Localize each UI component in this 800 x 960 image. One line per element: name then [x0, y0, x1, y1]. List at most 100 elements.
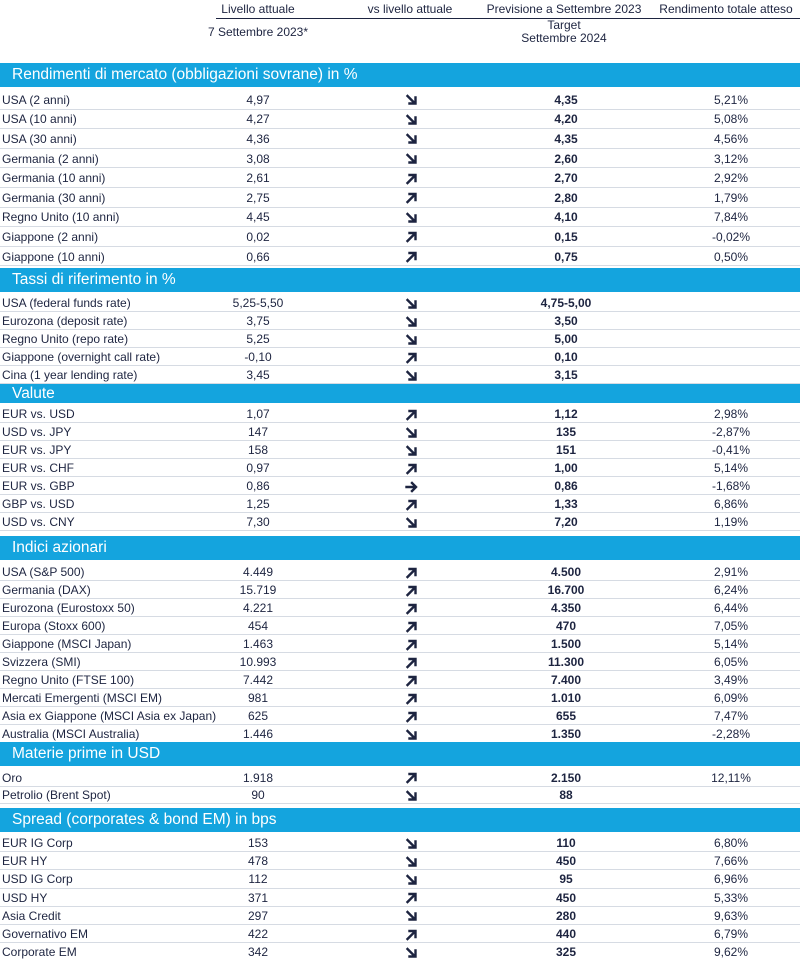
- row-label: USA (30 anni): [2, 131, 77, 146]
- current-value: 478: [247, 854, 269, 869]
- trend-up-arrow-icon: [400, 653, 422, 671]
- trend-up-arrow-icon: [400, 405, 422, 423]
- current-value: 5,25: [246, 332, 270, 346]
- target-value: 88: [559, 788, 573, 803]
- trend-up-arrow-icon: [400, 459, 422, 477]
- table-row: Europa (Stoxx 600) 454 470 7,05%: [0, 617, 800, 635]
- target-value: 0,86: [554, 479, 578, 493]
- expected-return: 5,08%: [713, 112, 749, 127]
- section-header: Rendimenti di mercato (obbligazioni sovr…: [0, 63, 800, 87]
- expected-return: 6,80%: [713, 836, 749, 851]
- row-label: Svizzera (SMI): [2, 655, 81, 669]
- section-header: Spread (corporates & bond EM) in bps: [0, 808, 800, 832]
- expected-return: 7,66%: [713, 854, 749, 869]
- current-value: 4.221: [242, 601, 274, 615]
- row-label: USA (S&P 500): [2, 565, 85, 579]
- current-value: 342: [247, 945, 269, 960]
- row-label: Governativo EM: [2, 927, 89, 942]
- target-value: 1.500: [550, 637, 582, 651]
- target-value: 325: [555, 945, 577, 960]
- table-row: USD vs. CNY 7,30 7,20 1,19%: [0, 513, 800, 531]
- row-label: Asia Credit: [2, 908, 61, 923]
- table-row: Petrolio (Brent Spot) 90 88: [0, 787, 800, 804]
- table-row: Germania (2 anni) 3,08 2,60 3,12%: [0, 149, 800, 169]
- row-separator: [0, 440, 800, 441]
- trend-down-arrow-icon: [400, 149, 422, 169]
- trend-up-arrow-icon: [400, 671, 422, 689]
- target-value: 4,35: [554, 92, 578, 107]
- expected-return: 5,14%: [713, 461, 749, 475]
- header-rule: [216, 18, 800, 19]
- row-separator: [0, 494, 800, 495]
- row-label: Regno Unito (10 anni): [2, 210, 120, 225]
- expected-return: 3,12%: [713, 151, 749, 166]
- expected-return: 5,33%: [713, 890, 749, 905]
- row-label: USD IG Corp: [2, 872, 73, 887]
- current-value: 3,08: [246, 151, 270, 166]
- target-value: 16.700: [547, 583, 585, 597]
- target-value: 7,20: [554, 515, 578, 529]
- table-row: Regno Unito (FTSE 100) 7.442 7.400 3,49%: [0, 671, 800, 689]
- table-row: EUR vs. CHF 0,97 1,00 5,14%: [0, 459, 800, 477]
- trend-up-arrow-icon: [400, 707, 422, 725]
- row-separator: [0, 186, 800, 188]
- trend-up-arrow-icon: [400, 617, 422, 635]
- current-value: 90: [251, 788, 265, 803]
- expected-return: 6,24%: [713, 583, 749, 597]
- target-value: 5,00: [554, 332, 578, 346]
- current-value: 158: [247, 443, 269, 457]
- trend-up-arrow-icon: [400, 247, 422, 267]
- expected-return: 7,84%: [713, 210, 749, 225]
- table-row: Asia Credit 297 280 9,63%: [0, 907, 800, 925]
- trend-up-arrow-icon: [400, 495, 422, 513]
- trend-down-arrow-icon: [400, 852, 422, 870]
- row-label: USA (10 anni): [2, 112, 77, 127]
- target-value: 4,20: [554, 112, 578, 127]
- row-label: Australia (MSCI Australia): [2, 727, 140, 741]
- target-value: 2,80: [554, 190, 578, 205]
- col-forecast-header: Previsione a Settembre 2023: [486, 2, 642, 16]
- table-row: USA (S&P 500) 4.449 4.500 2,91%: [0, 563, 800, 581]
- current-value: 0,66: [246, 249, 270, 264]
- trend-up-arrow-icon: [400, 889, 422, 907]
- target-value: 1,33: [554, 497, 578, 511]
- target-value: 4.350: [550, 601, 582, 615]
- table-row: USA (federal funds rate) 5,25-5,50 4,75-5,…: [0, 294, 800, 312]
- expected-return: 9,62%: [713, 945, 749, 960]
- row-label: USD vs. JPY: [2, 425, 72, 439]
- trend-down-arrow-icon: [400, 834, 422, 852]
- table-row: USD IG Corp 112 95 6,96%: [0, 870, 800, 889]
- target-value: 1,00: [554, 461, 578, 475]
- target-value: 7.400: [550, 673, 582, 687]
- trend-down-arrow-icon: [400, 294, 422, 312]
- current-value: 297: [247, 908, 269, 923]
- row-label: USA (2 anni): [2, 92, 71, 107]
- row-separator: [0, 108, 800, 110]
- trend-down-arrow-icon: [400, 513, 422, 531]
- trend-right-arrow-icon: [400, 477, 422, 495]
- current-value: 1,25: [246, 497, 270, 511]
- target-value: 2,70: [554, 171, 578, 186]
- table-row: Germania (DAX) 15.719 16.700 6,24%: [0, 581, 800, 599]
- row-separator: [0, 869, 800, 871]
- trend-up-arrow-icon: [400, 563, 422, 581]
- current-value: 0,97: [246, 461, 270, 475]
- row-separator: [0, 688, 800, 689]
- target-value: 470: [555, 619, 577, 633]
- row-separator: [0, 329, 800, 330]
- target-value: 4.500: [550, 565, 582, 579]
- expected-return: 6,44%: [713, 601, 749, 615]
- row-label: Eurozona (Eurostoxx 50): [2, 601, 135, 615]
- expected-return: 5,14%: [713, 637, 749, 651]
- target-value: 1.350: [550, 727, 582, 741]
- table-row: USA (2 anni) 4,97 4,35 5,21%: [0, 90, 800, 110]
- target-value: 450: [555, 854, 577, 869]
- trend-down-arrow-icon: [400, 90, 422, 110]
- row-label: Regno Unito (repo rate): [2, 332, 129, 346]
- table-row: Australia (MSCI Australia) 1.446 1.350 -2,2…: [0, 725, 800, 743]
- current-value: 3,75: [246, 314, 270, 328]
- row-separator: [0, 785, 800, 787]
- current-value: -0,10: [244, 350, 272, 364]
- table-row: Germania (10 anni) 2,61 2,70 2,92%: [0, 168, 800, 188]
- trend-up-arrow-icon: [400, 769, 422, 787]
